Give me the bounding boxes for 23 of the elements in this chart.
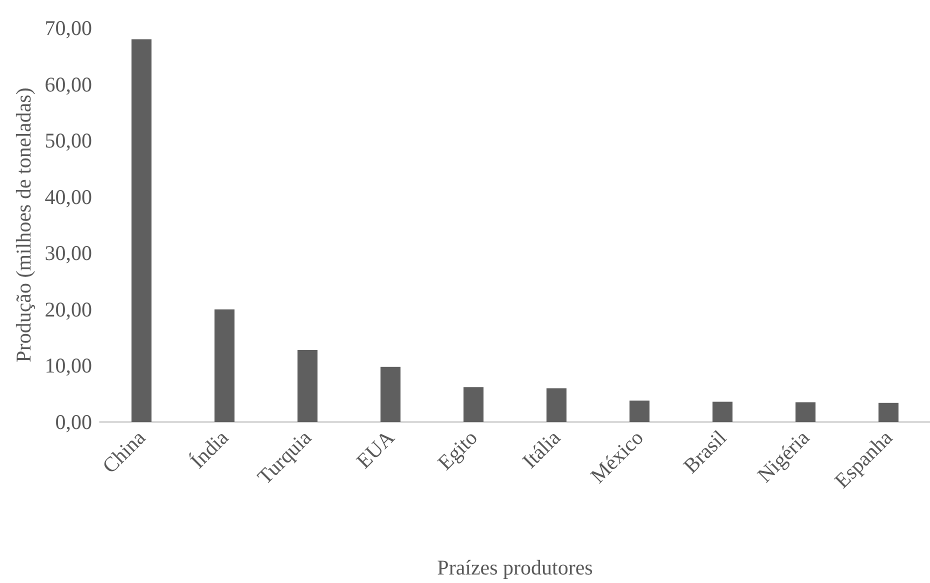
x-tick-label: Índia xyxy=(186,425,234,473)
bar xyxy=(712,402,732,422)
y-tick-label: 20,00 xyxy=(44,297,92,322)
x-tick-label: Itália xyxy=(518,425,566,473)
y-tick-label: 50,00 xyxy=(44,128,92,153)
y-axis-title: Produção (milhoes de toneladas) xyxy=(11,88,36,362)
y-tick-label: 30,00 xyxy=(44,241,92,266)
bar xyxy=(380,366,400,422)
y-tick-label: 10,00 xyxy=(44,354,92,378)
bar xyxy=(298,350,318,422)
y-tick-label: 40,00 xyxy=(44,184,92,209)
x-axis-title: Praízes produtores xyxy=(437,556,593,580)
y-tick-label: 70,00 xyxy=(44,16,92,40)
y-tick-label: 0,00 xyxy=(55,410,92,434)
y-tick-label: 60,00 xyxy=(44,72,92,96)
bar xyxy=(132,39,152,422)
x-tick-label: EUA xyxy=(352,426,399,473)
bar xyxy=(546,388,566,422)
bar xyxy=(464,387,484,422)
bar xyxy=(630,400,650,422)
bar xyxy=(878,402,898,422)
bar xyxy=(796,402,816,422)
bar xyxy=(214,309,234,422)
